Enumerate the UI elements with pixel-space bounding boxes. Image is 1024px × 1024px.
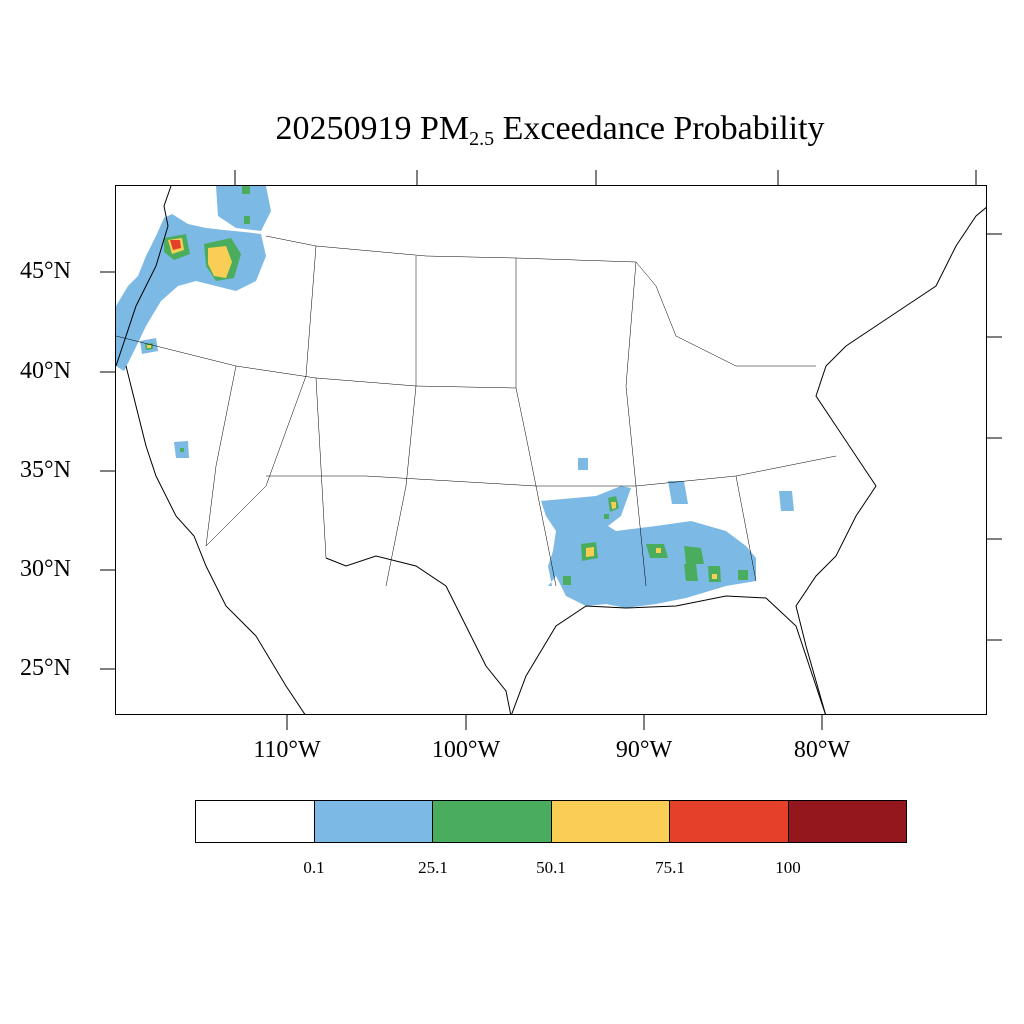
- colorbar-cell-0: [196, 801, 315, 842]
- lat-label-35: 35°N: [20, 457, 71, 483]
- lat-label-40: 40°N: [20, 358, 71, 384]
- map-title: 20250919 PM2.5 Exceedance Probability: [0, 110, 1024, 151]
- prob-region-southeast: [541, 458, 794, 608]
- title-pm-subscript: 2.5: [469, 128, 495, 150]
- lon-label-90w: 90°W: [615, 737, 673, 763]
- colorbar-tick-2: 50.1: [536, 858, 566, 877]
- lon-label-100w: 100°W: [431, 737, 501, 763]
- colorbar-tick-3: 75.1: [655, 858, 685, 877]
- lat-label-30: 30°N: [20, 556, 71, 582]
- colorbar-tick-0: 0.1: [303, 858, 325, 877]
- title-rest: Exceedance Probability: [502, 110, 825, 147]
- map-frame: [115, 185, 987, 715]
- colorbar-cell-3: [551, 801, 670, 842]
- state-borders: [116, 235, 837, 587]
- colorbar-cell-2: [433, 801, 552, 842]
- colorbar-tick-4: 100: [775, 858, 801, 877]
- prob-region-northwest: [116, 186, 271, 458]
- colorbar: [195, 800, 907, 843]
- colorbar-cell-5: [788, 801, 906, 842]
- colorbar-cell-4: [670, 801, 789, 842]
- coastline: [116, 186, 986, 714]
- map-canvas: [116, 186, 986, 714]
- lon-label-110w: 110°W: [253, 737, 321, 763]
- colorbar-tick-1: 25.1: [418, 858, 448, 877]
- title-date: 20250919: [275, 110, 412, 147]
- colorbar-cell-1: [314, 801, 433, 842]
- lat-label-45: 45°N: [20, 258, 71, 284]
- lon-label-80w: 80°W: [793, 737, 851, 763]
- title-pm: PM: [419, 110, 470, 147]
- lat-label-25: 25°N: [20, 655, 71, 681]
